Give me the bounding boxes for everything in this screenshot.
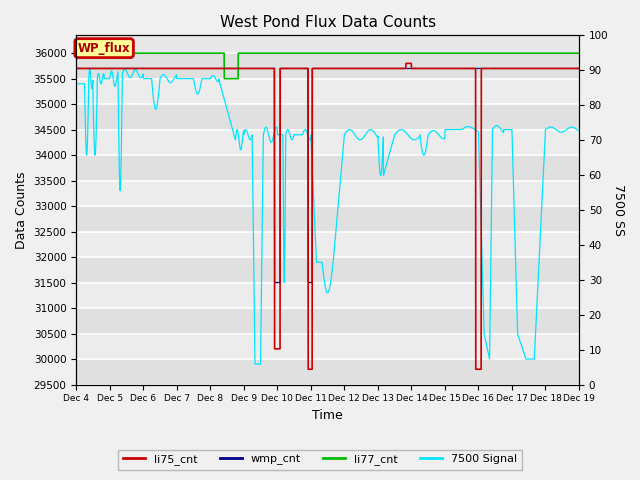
Legend: li75_cnt, wmp_cnt, li77_cnt, 7500 Signal: li75_cnt, wmp_cnt, li77_cnt, 7500 Signal xyxy=(118,450,522,469)
Bar xyxy=(76,79,579,104)
Bar xyxy=(76,308,579,334)
Text: WP_flux: WP_flux xyxy=(78,42,131,55)
Bar xyxy=(76,257,579,283)
Bar xyxy=(76,180,579,206)
Y-axis label: Data Counts: Data Counts xyxy=(15,171,28,249)
Bar xyxy=(76,206,579,231)
Bar xyxy=(76,283,579,308)
Bar xyxy=(76,334,579,359)
Bar xyxy=(76,359,579,384)
Y-axis label: 7500 SS: 7500 SS xyxy=(612,184,625,236)
Bar xyxy=(76,53,579,79)
Bar xyxy=(76,104,579,130)
Title: West Pond Flux Data Counts: West Pond Flux Data Counts xyxy=(220,15,436,30)
Bar xyxy=(76,231,579,257)
Bar xyxy=(76,130,579,155)
X-axis label: Time: Time xyxy=(312,409,343,422)
Bar xyxy=(76,155,579,180)
